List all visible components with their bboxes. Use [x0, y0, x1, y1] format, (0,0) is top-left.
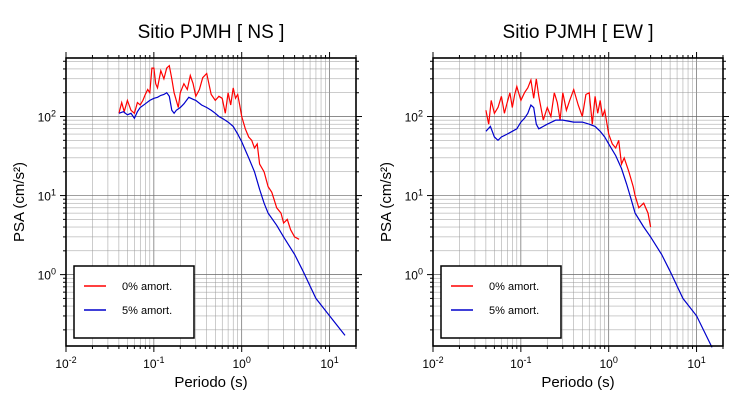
y-axis-label: PSA (cm/s²): [378, 162, 395, 242]
y-tick-exponent: 1: [418, 188, 423, 198]
x-axis-label: Periodo (s): [174, 374, 247, 391]
y-tick-label: 100: [38, 267, 56, 283]
y-tick-label: 101: [405, 188, 423, 204]
y-tick-exponent: 1: [51, 188, 56, 198]
y-tick-exponent: 0: [418, 267, 423, 277]
x-tick-label: 10-1: [143, 355, 164, 371]
x-tick-exponent: 1: [701, 355, 706, 365]
legend: 0% amort. 5% amort.: [440, 265, 562, 339]
y-tick-label: 102: [405, 109, 423, 125]
y-tick-base: 10: [38, 190, 52, 204]
plot-frame: [65, 57, 357, 347]
x-tick-label: 10-1: [510, 355, 531, 371]
series-line-undamped: [118, 64, 300, 240]
x-tick-exponent: 0: [613, 355, 618, 365]
x-tick-base: 10: [422, 357, 436, 371]
x-tick-base: 10: [600, 357, 614, 371]
y-tick-label: 100: [405, 267, 423, 283]
legend-box: [440, 265, 562, 339]
legend-label: 5% amort.: [122, 305, 172, 317]
x-tick-base: 10: [233, 357, 247, 371]
x-tick-label: 10-2: [422, 355, 443, 371]
x-tick-exponent: -2: [436, 355, 444, 365]
x-tick-exponent: -2: [69, 355, 77, 365]
x-tick-exponent: 1: [334, 355, 339, 365]
legend-label: 5% amort.: [489, 305, 539, 317]
x-tick-label: 101: [687, 355, 705, 371]
y-tick-base: 10: [405, 190, 419, 204]
chart-title: Sitio PJMH [ EW ]: [503, 22, 654, 43]
x-tick-exponent: -1: [157, 355, 165, 365]
x-axis-label: Periodo (s): [541, 374, 614, 391]
series-line-damped: [485, 103, 713, 348]
legend: 0% amort. 5% amort.: [73, 265, 195, 339]
legend-label: 0% amort.: [489, 281, 539, 293]
x-tick-base: 10: [55, 357, 69, 371]
y-tick-label: 101: [38, 188, 56, 204]
y-tick-exponent: 0: [51, 267, 56, 277]
x-tick-label: 100: [233, 355, 251, 371]
x-tick-base: 10: [320, 357, 334, 371]
y-axis-label: PSA (cm/s²): [11, 162, 28, 242]
y-tick-base: 10: [405, 269, 419, 283]
series-line-damped: [118, 91, 346, 336]
y-tick-exponent: 2: [418, 109, 423, 119]
x-tick-label: 10-2: [55, 355, 76, 371]
y-tick-base: 10: [38, 111, 52, 125]
y-tick-base: 10: [38, 269, 52, 283]
y-tick-exponent: 2: [51, 109, 56, 119]
x-tick-base: 10: [143, 357, 157, 371]
x-tick-base: 10: [687, 357, 701, 371]
x-tick-base: 10: [510, 357, 524, 371]
y-tick-label: 102: [38, 109, 56, 125]
chart-title: Sitio PJMH [ NS ]: [138, 22, 285, 43]
y-tick-base: 10: [405, 111, 419, 125]
x-tick-label: 101: [320, 355, 338, 371]
legend-box: [73, 265, 195, 339]
grid: [65, 58, 357, 346]
plot-frame: [432, 57, 724, 347]
series-line-undamped: [485, 77, 652, 228]
legend-label: 0% amort.: [122, 281, 172, 293]
x-tick-exponent: -1: [524, 355, 532, 365]
x-tick-label: 100: [600, 355, 618, 371]
x-tick-exponent: 0: [246, 355, 251, 365]
